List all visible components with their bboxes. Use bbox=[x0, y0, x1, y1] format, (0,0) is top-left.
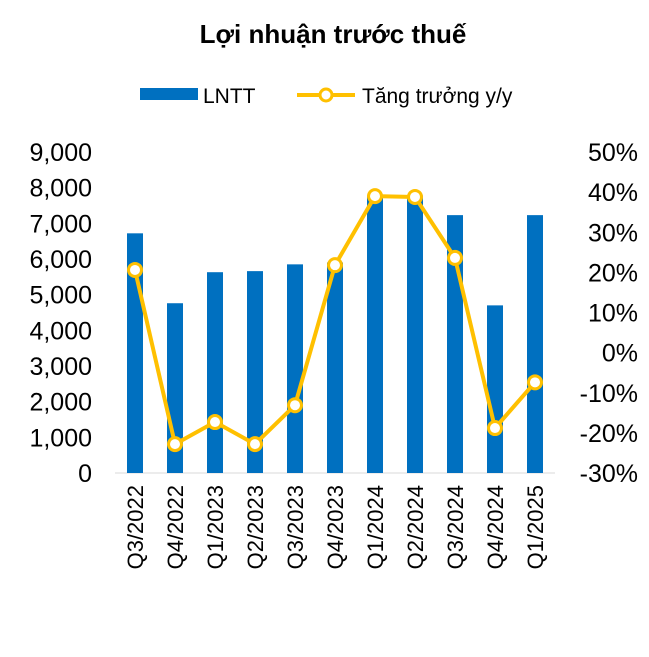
growth-point bbox=[167, 436, 183, 453]
bar bbox=[487, 305, 503, 473]
right-tick-label: 50% bbox=[588, 139, 638, 167]
left-tick-label: 7,000 bbox=[29, 210, 92, 238]
x-tick-label: Q3/2022 bbox=[123, 485, 148, 569]
x-tick-label: Q3/2023 bbox=[283, 485, 308, 569]
x-tick-label: Q4/2023 bbox=[323, 485, 348, 569]
left-tick-label: 6,000 bbox=[29, 246, 92, 274]
right-tick-label: 20% bbox=[588, 259, 638, 287]
right-tick-label: 40% bbox=[588, 179, 638, 207]
growth-point bbox=[207, 414, 223, 431]
x-tick-label: Q2/2023 bbox=[243, 485, 268, 569]
right-tick-label: 10% bbox=[588, 300, 638, 328]
growth-point bbox=[367, 188, 383, 205]
growth-point bbox=[487, 420, 503, 437]
bar bbox=[367, 195, 383, 473]
growth-point bbox=[447, 249, 463, 266]
growth-point bbox=[327, 257, 343, 274]
x-tick-label: Q3/2024 bbox=[443, 485, 468, 569]
bar bbox=[407, 195, 423, 473]
bar bbox=[207, 272, 223, 473]
bar bbox=[527, 215, 543, 473]
left-tick-label: 5,000 bbox=[29, 282, 92, 310]
growth-point bbox=[247, 436, 263, 453]
growth-point bbox=[287, 397, 303, 414]
growth-point bbox=[127, 261, 143, 278]
right-tick-label: -20% bbox=[580, 420, 638, 448]
left-tick-label: 9,000 bbox=[29, 139, 92, 167]
left-tick-label: 1,000 bbox=[29, 424, 92, 452]
x-tick-label: Q4/2022 bbox=[163, 485, 188, 569]
left-tick-label: 0 bbox=[78, 460, 92, 488]
bar bbox=[247, 271, 263, 473]
left-tick-label: 8,000 bbox=[29, 175, 92, 203]
x-tick-label: Q1/2025 bbox=[523, 485, 548, 569]
chart-title: Lợi nhuận trước thuế bbox=[200, 19, 467, 49]
x-tick-label: Q4/2024 bbox=[483, 485, 508, 569]
growth-point bbox=[527, 374, 543, 391]
left-tick-label: 3,000 bbox=[29, 353, 92, 381]
legend-marker bbox=[318, 87, 334, 103]
right-tick-label: -10% bbox=[580, 380, 638, 408]
legend-label-growth: Tăng trưởng y/y bbox=[362, 85, 513, 108]
left-tick-label: 2,000 bbox=[29, 389, 92, 417]
legend-label-lntt: LNTT bbox=[203, 85, 256, 108]
legend: LNTT Tăng trưởng y/y bbox=[140, 85, 513, 108]
left-tick-label: 4,000 bbox=[29, 317, 92, 345]
right-tick-label: 30% bbox=[588, 219, 638, 247]
x-tick-label: Q1/2023 bbox=[203, 485, 228, 569]
x-tick-label: Q2/2024 bbox=[403, 485, 428, 569]
right-tick-label: 0% bbox=[602, 340, 638, 368]
bar bbox=[327, 262, 343, 473]
bar bbox=[287, 264, 303, 473]
legend-bar-swatch bbox=[140, 88, 198, 100]
right-tick-label: -30% bbox=[580, 460, 638, 488]
x-tick-label: Q1/2024 bbox=[363, 485, 388, 569]
growth-point bbox=[407, 188, 423, 205]
